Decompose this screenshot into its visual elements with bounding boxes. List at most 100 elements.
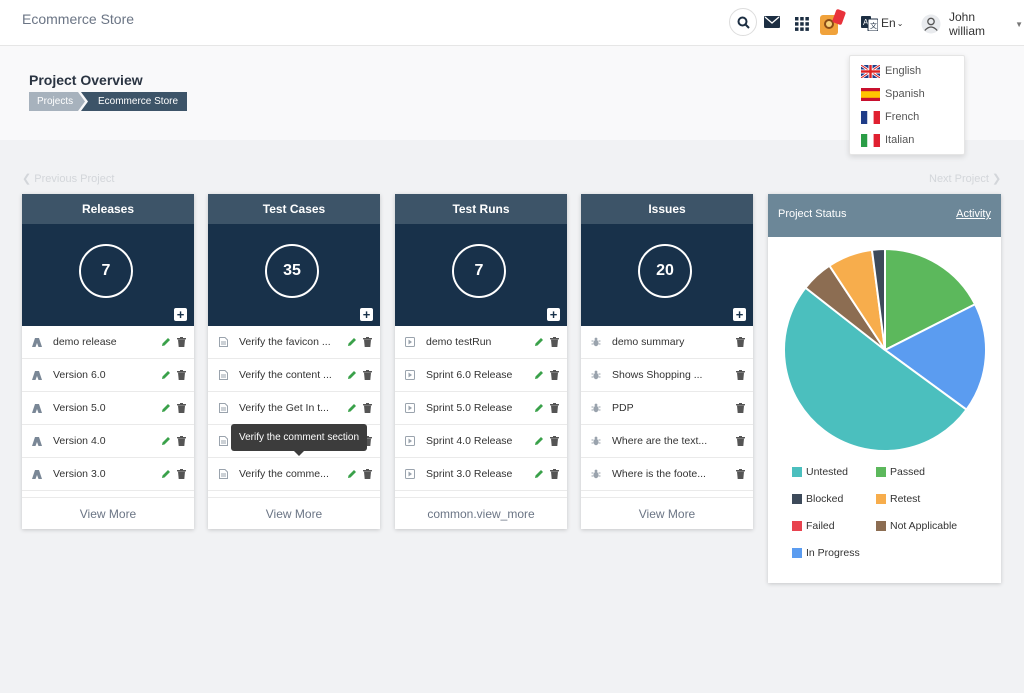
- legend-item[interactable]: In Progress: [792, 547, 860, 559]
- delete-icon[interactable]: [736, 336, 746, 348]
- edit-icon[interactable]: [161, 370, 171, 381]
- delete-icon[interactable]: [736, 369, 746, 381]
- list-item[interactable]: demo summary: [581, 326, 753, 359]
- view-more-button[interactable]: common.view_more: [395, 497, 567, 529]
- legend-item[interactable]: Not Applicable: [876, 520, 957, 532]
- card-count[interactable]: 20: [638, 244, 692, 298]
- list-item[interactable]: Version 5.0: [22, 392, 194, 425]
- view-more-button[interactable]: View More: [22, 497, 194, 529]
- list-item[interactable]: Version 6.0: [22, 359, 194, 392]
- list-item[interactable]: Shows Shopping ...: [581, 359, 753, 392]
- delete-icon[interactable]: [550, 402, 560, 414]
- list-item-label[interactable]: demo testRun: [426, 336, 492, 348]
- delete-icon[interactable]: [177, 402, 187, 414]
- view-more-button[interactable]: View More: [581, 497, 753, 529]
- list-item-label[interactable]: Verify the content ...: [239, 369, 332, 381]
- legend-item[interactable]: Retest: [876, 493, 920, 505]
- list-item[interactable]: demo testRun: [395, 326, 567, 359]
- list-item[interactable]: Version 4.0: [22, 425, 194, 458]
- edit-icon[interactable]: [161, 403, 171, 414]
- list-item[interactable]: Verify the favicon ...: [208, 326, 380, 359]
- card-count[interactable]: 7: [452, 244, 506, 298]
- edit-icon[interactable]: [534, 337, 544, 348]
- delete-icon[interactable]: [736, 402, 746, 414]
- list-item-label[interactable]: Verify the Get In t...: [239, 402, 329, 414]
- language-option-spanish[interactable]: Spanish: [850, 83, 966, 105]
- card-count[interactable]: 35: [265, 244, 319, 298]
- list-item[interactable]: Sprint 4.0 Release: [395, 425, 567, 458]
- legend-item[interactable]: Untested: [792, 466, 848, 478]
- delete-icon[interactable]: [177, 336, 187, 348]
- list-item-label[interactable]: Version 5.0: [53, 402, 106, 414]
- delete-icon[interactable]: [736, 435, 746, 447]
- breadcrumb-projects[interactable]: Projects: [29, 92, 85, 111]
- previous-project-link[interactable]: ❮ Previous Project: [22, 173, 115, 185]
- list-item-label[interactable]: Verify the favicon ...: [239, 336, 331, 348]
- edit-icon[interactable]: [347, 337, 357, 348]
- app-brand[interactable]: Ecommerce Store: [22, 11, 135, 27]
- apps-grid-icon[interactable]: [794, 16, 810, 32]
- list-item-label[interactable]: Version 3.0: [53, 468, 106, 480]
- edit-icon[interactable]: [161, 436, 171, 447]
- list-item[interactable]: Verify the Get In t...: [208, 392, 380, 425]
- new-badge-icon[interactable]: [818, 9, 846, 37]
- delete-icon[interactable]: [550, 468, 560, 480]
- delete-icon[interactable]: [550, 336, 560, 348]
- edit-icon[interactable]: [161, 469, 171, 480]
- delete-icon[interactable]: [363, 369, 373, 381]
- list-item-label[interactable]: Sprint 4.0 Release: [426, 435, 513, 447]
- delete-icon[interactable]: [177, 435, 187, 447]
- add-icon[interactable]: +: [174, 308, 187, 321]
- list-item-label[interactable]: demo release: [53, 336, 117, 348]
- list-item-label[interactable]: Where is the foote...: [612, 468, 706, 480]
- list-item-label[interactable]: PDP: [612, 402, 634, 414]
- activity-link[interactable]: Activity: [956, 208, 991, 220]
- legend-item[interactable]: Passed: [876, 466, 925, 478]
- add-icon[interactable]: +: [547, 308, 560, 321]
- card-count[interactable]: 7: [79, 244, 133, 298]
- legend-item[interactable]: Blocked: [792, 493, 843, 505]
- search-icon[interactable]: [729, 8, 757, 36]
- pie-slice-untested[interactable]: [783, 286, 968, 452]
- list-item-label[interactable]: demo summary: [612, 336, 685, 348]
- list-item-label[interactable]: Version 4.0: [53, 435, 106, 447]
- edit-icon[interactable]: [534, 370, 544, 381]
- edit-icon[interactable]: [347, 403, 357, 414]
- list-item[interactable]: Where are the text...: [581, 425, 753, 458]
- list-item-label[interactable]: Shows Shopping ...: [612, 369, 703, 381]
- list-item-label[interactable]: Sprint 5.0 Release: [426, 402, 513, 414]
- language-option-english[interactable]: English: [850, 60, 966, 82]
- list-item-label[interactable]: Where are the text...: [612, 435, 708, 447]
- list-item[interactable]: Where is the foote...: [581, 458, 753, 491]
- list-item[interactable]: PDP: [581, 392, 753, 425]
- list-item[interactable]: Sprint 6.0 Release: [395, 359, 567, 392]
- delete-icon[interactable]: [177, 369, 187, 381]
- edit-icon[interactable]: [534, 436, 544, 447]
- delete-icon[interactable]: [550, 435, 560, 447]
- list-item-label[interactable]: Sprint 3.0 Release: [426, 468, 513, 480]
- list-item[interactable]: demo release: [22, 326, 194, 359]
- legend-item[interactable]: Failed: [792, 520, 835, 532]
- mail-icon[interactable]: [763, 14, 781, 30]
- next-project-link[interactable]: Next Project ❯: [929, 173, 1002, 185]
- delete-icon[interactable]: [363, 468, 373, 480]
- list-item[interactable]: Verify the content ...: [208, 359, 380, 392]
- pie-slice-passed[interactable]: [884, 247, 977, 352]
- edit-icon[interactable]: [347, 370, 357, 381]
- delete-icon[interactable]: [550, 369, 560, 381]
- list-item[interactable]: Sprint 5.0 Release: [395, 392, 567, 425]
- user-menu[interactable]: John william ▼: [921, 10, 1023, 38]
- language-option-french[interactable]: French: [850, 106, 966, 128]
- delete-icon[interactable]: [177, 468, 187, 480]
- delete-icon[interactable]: [736, 468, 746, 480]
- add-icon[interactable]: +: [360, 308, 373, 321]
- edit-icon[interactable]: [161, 337, 171, 348]
- list-item[interactable]: Version 3.0: [22, 458, 194, 491]
- list-item[interactable]: Sprint 3.0 Release: [395, 458, 567, 491]
- list-item-label[interactable]: Sprint 6.0 Release: [426, 369, 513, 381]
- edit-icon[interactable]: [534, 469, 544, 480]
- pie-slice-in-progress[interactable]: [883, 302, 987, 412]
- language-option-italian[interactable]: Italian: [850, 129, 966, 151]
- view-more-button[interactable]: View More: [208, 497, 380, 529]
